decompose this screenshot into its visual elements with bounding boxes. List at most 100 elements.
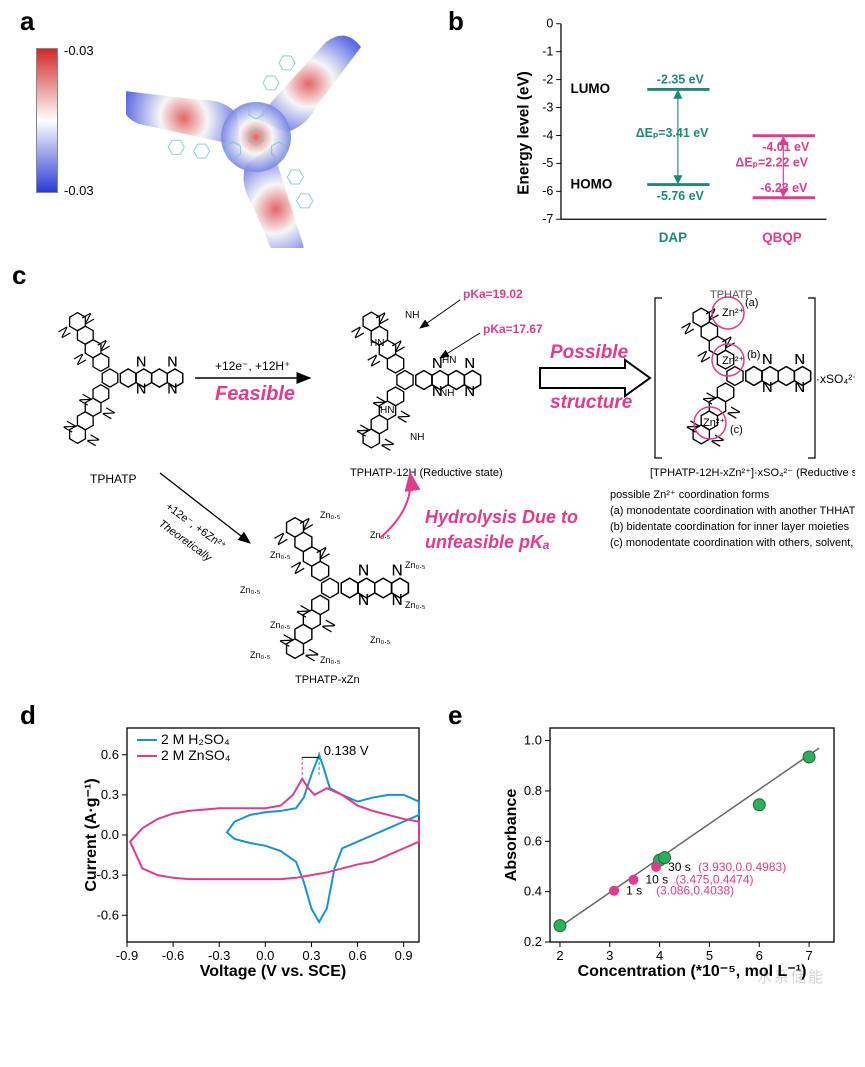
c-rxn-feasible: +12e⁻, +12H⁺ bbox=[215, 359, 290, 373]
svg-text:-4.01 eV: -4.01 eV bbox=[762, 140, 810, 154]
e-scatter-plot: 2345670.20.40.60.81.0Concentration (*10⁻… bbox=[502, 720, 842, 980]
svg-text:Zn₀.₅: Zn₀.₅ bbox=[370, 635, 391, 645]
colorbar-bot: -0.03 bbox=[64, 183, 94, 198]
svg-text:0.8: 0.8 bbox=[524, 783, 542, 798]
panel-d: -0.9-0.6-0.30.00.30.60.9-0.6-0.30.00.30.… bbox=[20, 700, 435, 1030]
svg-text:Zn²⁺: Zn²⁺ bbox=[703, 417, 726, 429]
c-possible1: Possible bbox=[550, 342, 629, 363]
c-xso4: ·xSO₄²⁻ bbox=[816, 372, 855, 386]
svg-text:Zn₀.₅: Zn₀.₅ bbox=[405, 560, 426, 570]
svg-text:7: 7 bbox=[805, 948, 812, 963]
svg-text:-0.6: -0.6 bbox=[162, 948, 184, 963]
svg-text:Zn₀.₅: Zn₀.₅ bbox=[270, 620, 291, 630]
svg-text:0.3: 0.3 bbox=[101, 787, 119, 802]
svg-text:0.2: 0.2 bbox=[524, 934, 542, 949]
svg-text:0.0: 0.0 bbox=[256, 948, 274, 963]
svg-text:(c): (c) bbox=[730, 424, 743, 436]
svg-text:Zn₀.₅: Zn₀.₅ bbox=[405, 600, 426, 610]
svg-text:Absorbance: Absorbance bbox=[503, 789, 520, 882]
svg-text:Zn²⁺: Zn²⁺ bbox=[722, 307, 745, 319]
c-hydrolysis2: unfeasible pKₐ bbox=[425, 532, 550, 552]
svg-text:2: 2 bbox=[556, 948, 563, 963]
esp-molecule bbox=[126, 26, 386, 248]
svg-text:0.6: 0.6 bbox=[348, 948, 366, 963]
svg-text:-3: -3 bbox=[542, 100, 553, 114]
c-mid-name: TPHATP-12H (Reductive state) bbox=[350, 467, 503, 479]
c-foot-title: possible Zn²⁺ coordination forms bbox=[610, 489, 770, 501]
svg-text:0: 0 bbox=[546, 18, 553, 31]
colorbar-top: -0.03 bbox=[64, 43, 94, 58]
svg-text:QBQP: QBQP bbox=[762, 230, 802, 245]
svg-text:1 s: 1 s bbox=[626, 884, 642, 898]
svg-text:0.6: 0.6 bbox=[524, 833, 542, 848]
svg-text:-5: -5 bbox=[542, 156, 553, 170]
svg-text:HN: HN bbox=[442, 355, 456, 366]
svg-text:Zn₀.₅: Zn₀.₅ bbox=[320, 510, 341, 520]
svg-text:(b): (b) bbox=[747, 349, 760, 361]
watermark: 水系储能 bbox=[757, 966, 825, 987]
svg-text:NH: NH bbox=[405, 310, 419, 321]
svg-text:NH: NH bbox=[440, 388, 454, 399]
esp-colorbar bbox=[36, 48, 58, 193]
svg-text:10 s: 10 s bbox=[645, 873, 668, 887]
svg-text:-2: -2 bbox=[542, 72, 553, 86]
svg-text:-5.76 eV: -5.76 eV bbox=[657, 189, 705, 203]
c-pka2: pKa=17.67 bbox=[483, 322, 543, 336]
panel-c: NN NN TPHATP +12e⁻, +12H⁺ Feas bbox=[10, 258, 855, 688]
svg-text:0.9: 0.9 bbox=[395, 948, 413, 963]
svg-text:HN: HN bbox=[380, 405, 394, 416]
svg-text:Zn₀.₅: Zn₀.₅ bbox=[240, 585, 261, 595]
svg-text:NH: NH bbox=[410, 432, 424, 443]
d-cv-plot: -0.9-0.6-0.30.00.30.60.9-0.6-0.30.00.30.… bbox=[82, 720, 427, 980]
svg-text:Zn₀.₅: Zn₀.₅ bbox=[320, 655, 341, 665]
svg-text:Voltage (V vs. SCE): Voltage (V vs. SCE) bbox=[200, 963, 346, 980]
c-scheme: NN NN TPHATP +12e⁻, +12H⁺ Feas bbox=[10, 258, 855, 688]
svg-text:HN: HN bbox=[370, 338, 384, 349]
svg-text:-6.23 eV: -6.23 eV bbox=[760, 181, 808, 195]
svg-text:5: 5 bbox=[706, 948, 713, 963]
c-possible2: structure bbox=[550, 392, 633, 413]
svg-text:0.0: 0.0 bbox=[101, 827, 119, 842]
c-feasible: Feasible bbox=[215, 383, 295, 405]
svg-text:2 M H₂SO₄: 2 M H₂SO₄ bbox=[161, 731, 230, 747]
panel-a: -0.03 -0.03 bbox=[36, 8, 436, 238]
svg-text:2 M ZnSO₄: 2 M ZnSO₄ bbox=[161, 747, 231, 763]
c-foot0: (a) monodentate coordination with anothe… bbox=[610, 505, 855, 517]
svg-text:Zn₀.₅: Zn₀.₅ bbox=[270, 550, 291, 560]
svg-text:1.0: 1.0 bbox=[524, 733, 542, 748]
svg-text:-6: -6 bbox=[542, 184, 553, 198]
svg-text:0.138 V: 0.138 V bbox=[324, 743, 369, 758]
svg-text:-2.35 eV: -2.35 eV bbox=[657, 73, 705, 87]
svg-text:-4: -4 bbox=[542, 128, 553, 142]
svg-text:ΔEₚ=3.41 eV: ΔEₚ=3.41 eV bbox=[636, 126, 709, 140]
svg-text:-0.6: -0.6 bbox=[97, 907, 119, 922]
svg-text:30 s: 30 s bbox=[668, 860, 691, 874]
c-left-name: TPHATP bbox=[90, 472, 136, 486]
b-energy-plot: 0 -1 -2 -3 -4 -5 -6 -7 Energy level (eV) LUMO HOMO… bbox=[508, 18, 843, 248]
label-a: a bbox=[20, 6, 34, 37]
svg-text:LUMO: LUMO bbox=[571, 81, 610, 96]
svg-text:ΔEₚ=2.22 eV: ΔEₚ=2.22 eV bbox=[735, 156, 808, 170]
svg-text:(3.930,0.0.4983): (3.930,0.0.4983) bbox=[698, 860, 786, 874]
svg-text:HOMO: HOMO bbox=[571, 176, 613, 191]
c-foot2: (c) monodentate coordination with others… bbox=[610, 537, 855, 549]
c-bot-name: TPHATP-xZn bbox=[295, 674, 360, 686]
svg-text:0.3: 0.3 bbox=[302, 948, 320, 963]
svg-text:0.4: 0.4 bbox=[524, 884, 542, 899]
svg-text:DAP: DAP bbox=[659, 230, 687, 245]
svg-text:-7: -7 bbox=[542, 212, 553, 226]
svg-text:TPHATP: TPHATP bbox=[710, 289, 753, 301]
svg-text:-0.9: -0.9 bbox=[116, 948, 138, 963]
svg-text:-1: -1 bbox=[542, 45, 553, 59]
svg-text:Energy level (eV): Energy level (eV) bbox=[515, 71, 532, 195]
c-pka1: pKa=19.02 bbox=[463, 287, 523, 301]
svg-text:Current (A·g⁻¹): Current (A·g⁻¹) bbox=[83, 778, 100, 891]
svg-text:4: 4 bbox=[656, 948, 663, 963]
c-hydrolysis1: Hydrolysis Due to bbox=[425, 507, 578, 527]
svg-text:0.6: 0.6 bbox=[101, 747, 119, 762]
svg-text:Zn²⁺: Zn²⁺ bbox=[722, 355, 745, 367]
svg-text:Zn₀.₅: Zn₀.₅ bbox=[250, 650, 271, 660]
panel-b: 0 -1 -2 -3 -4 -5 -6 -7 Energy level (eV) LUMO HOMO… bbox=[450, 8, 850, 258]
c-right-name: [TPHATP-12H-xZn²⁺]·xSO₄²⁻ (Reductive sta… bbox=[650, 467, 855, 479]
svg-text:-0.3: -0.3 bbox=[208, 948, 230, 963]
